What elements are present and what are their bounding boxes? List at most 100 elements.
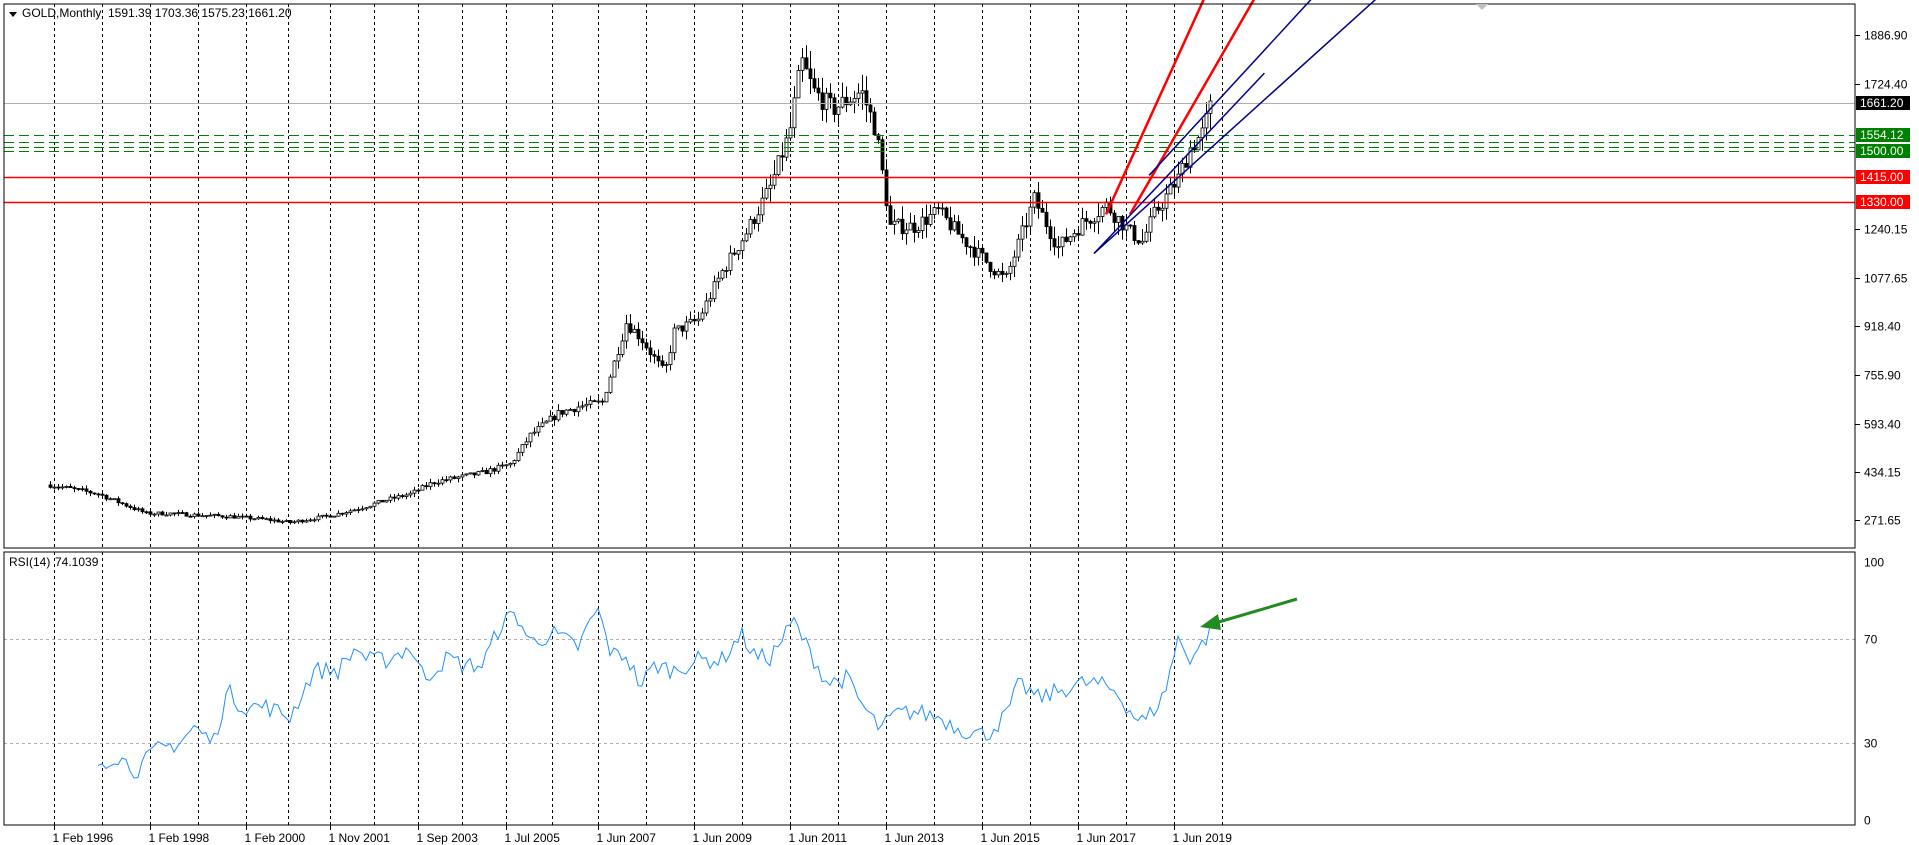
candle-body	[1060, 236, 1065, 248]
candle-body	[996, 270, 1001, 276]
candle-body	[828, 92, 833, 99]
candle-body	[436, 482, 441, 485]
candle-body	[1040, 207, 1045, 213]
candle-body	[812, 78, 817, 89]
candle-body	[584, 403, 589, 407]
candle-body	[956, 221, 961, 235]
candle-body	[328, 515, 333, 518]
candle-body	[468, 472, 473, 475]
candle-body	[896, 218, 901, 222]
candle-body	[516, 451, 521, 461]
candle-body	[320, 514, 325, 517]
candle-body	[72, 487, 77, 490]
candle-body	[412, 489, 417, 494]
candle-body	[576, 406, 581, 413]
dropdown-triangle-icon[interactable]	[9, 12, 17, 17]
price-vertical-grid	[54, 4, 1223, 548]
candle-body	[692, 318, 697, 322]
candle-body	[1072, 233, 1077, 238]
candle-body	[916, 230, 921, 233]
time-tick-label: 1 Jun 2009	[693, 831, 753, 845]
candle-body	[160, 511, 165, 516]
price-trend-lines[interactable]	[1093, 0, 1377, 255]
price-tag-label: 1330.00	[1860, 195, 1904, 209]
price-tag-label: 1500.00	[1860, 144, 1904, 158]
price-panel[interactable]: 1886.90 1724.40 1240.15 1077.65 918.40 755.90…	[3, 0, 1910, 549]
candle-body	[232, 515, 237, 519]
candle-body	[84, 488, 89, 492]
time-tick-label: 1 Jun 2007	[597, 831, 657, 845]
arrow-shaft	[1211, 597, 1298, 626]
candle-body	[228, 515, 233, 519]
candle-body	[620, 340, 625, 355]
candle-body	[652, 354, 657, 357]
candle-body	[660, 360, 665, 366]
candle-body	[396, 495, 401, 499]
candle-body	[984, 252, 989, 263]
rsi-axis-ticks: 100 70 30 0	[1864, 556, 1884, 828]
candle-body	[1172, 183, 1177, 188]
candle-body	[124, 503, 129, 507]
candle-body	[1204, 112, 1209, 129]
candle-body	[1004, 272, 1009, 275]
trend-line	[1148, 0, 1312, 176]
candle-body	[276, 519, 281, 523]
candle-body	[1148, 216, 1153, 233]
rsi-annotation-arrow[interactable]	[1200, 597, 1298, 630]
time-tick-label: 1 Jun 2011	[789, 831, 848, 845]
candle-body	[776, 155, 781, 176]
shift-marker-icon[interactable]	[1476, 4, 1488, 10]
candle-body	[760, 197, 765, 216]
trend-line	[1104, 0, 1205, 215]
candle-body	[884, 169, 889, 207]
price-tick-label: 434.15	[1864, 466, 1901, 480]
candle-body	[484, 470, 489, 475]
candle-body	[588, 400, 593, 405]
candle-body	[244, 515, 249, 518]
candle-body	[836, 106, 841, 115]
candle-body	[852, 98, 857, 103]
candle-body	[1020, 225, 1025, 240]
candle-body	[1044, 211, 1049, 228]
candle-body	[556, 410, 561, 421]
candle-body	[736, 250, 741, 255]
candle-body	[528, 432, 533, 443]
candle-body	[1052, 238, 1057, 248]
candle-body	[792, 97, 797, 129]
time-tick-label: 1 Sep 2003	[417, 831, 479, 845]
candle-body	[960, 233, 965, 239]
time-tick-label: 1 Jul 2005	[505, 831, 561, 845]
candle-body	[624, 323, 629, 342]
candle-body	[64, 485, 69, 488]
candle-body	[612, 360, 617, 378]
time-tick-label: 1 Jun 2013	[885, 831, 945, 845]
candle-body	[1056, 246, 1061, 249]
candle-body	[816, 87, 821, 94]
candle-body	[192, 513, 197, 517]
candle-body	[1000, 270, 1005, 275]
candle-body	[688, 318, 693, 323]
candle-body	[68, 485, 73, 489]
candle-body	[248, 515, 253, 520]
candle-body	[372, 502, 377, 507]
candle-body	[1160, 207, 1165, 211]
candle-body	[864, 90, 869, 106]
candle-body	[480, 470, 485, 472]
candle-body	[460, 474, 465, 478]
price-horizontal-levels[interactable]	[4, 103, 1855, 204]
candle-body	[700, 312, 705, 320]
time-axis: 1 Feb 1996 1 Feb 1998 1 Feb 2000 1 Nov 2001…	[53, 825, 1232, 845]
candle-body	[424, 485, 429, 488]
rsi-panel[interactable]: 100 70 30 0 RSI(14) 74.1039	[3, 551, 1884, 828]
candle-body	[204, 515, 209, 517]
candle-body	[128, 505, 133, 508]
candle-body	[1088, 220, 1093, 224]
candle-body	[176, 512, 181, 514]
candle-body	[772, 174, 777, 186]
candle-body	[656, 355, 661, 362]
candle-body	[728, 252, 733, 271]
time-tick-label: 1 Feb 1996	[53, 831, 114, 845]
candle-body	[568, 408, 573, 411]
candle-body	[788, 127, 793, 139]
